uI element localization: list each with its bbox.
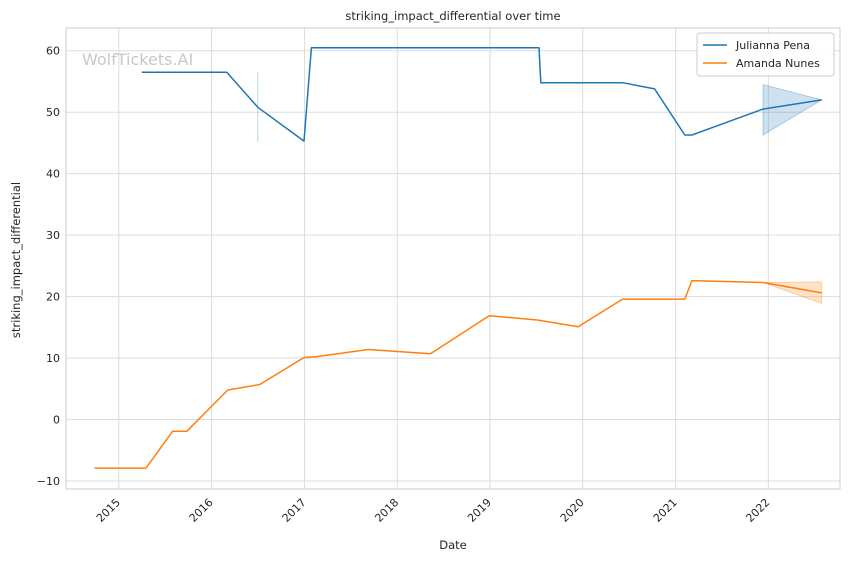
x-axis-title: Date	[439, 538, 467, 552]
y-tick-label: 50	[46, 106, 60, 119]
y-tick-label: 10	[46, 352, 60, 365]
y-axis-title: striking_impact_differential	[9, 182, 23, 338]
y-tick-label: 30	[46, 229, 60, 242]
y-tick-label: 20	[46, 291, 60, 304]
legend-label-amanda-nunes: Amanda Nunes	[736, 57, 820, 70]
plot-area	[66, 28, 840, 489]
legend: Julianna Pena Amanda Nunes	[696, 32, 835, 77]
series-line-layer	[94, 46, 822, 469]
y-tick-label: −10	[37, 475, 60, 488]
y-tick-label: 40	[46, 168, 60, 181]
y-tick-label: 0	[53, 414, 60, 427]
confidence-band-layer	[257, 71, 823, 305]
plot-frame	[65, 27, 841, 490]
series-line-amanda-nunes	[94, 279, 822, 469]
y-tick-label: 60	[46, 45, 60, 58]
legend-label-julianna-pena: Julianna Pena	[735, 39, 810, 52]
legend-box	[696, 32, 835, 77]
chart-title: striking_impact_differential over time	[345, 9, 560, 23]
watermark-text: WolfTickets.AI	[82, 50, 193, 69]
series-line-julianna-pena	[141, 46, 822, 142]
y-tick-labels: −10 0 10 20 30 40 50 60	[37, 45, 60, 488]
